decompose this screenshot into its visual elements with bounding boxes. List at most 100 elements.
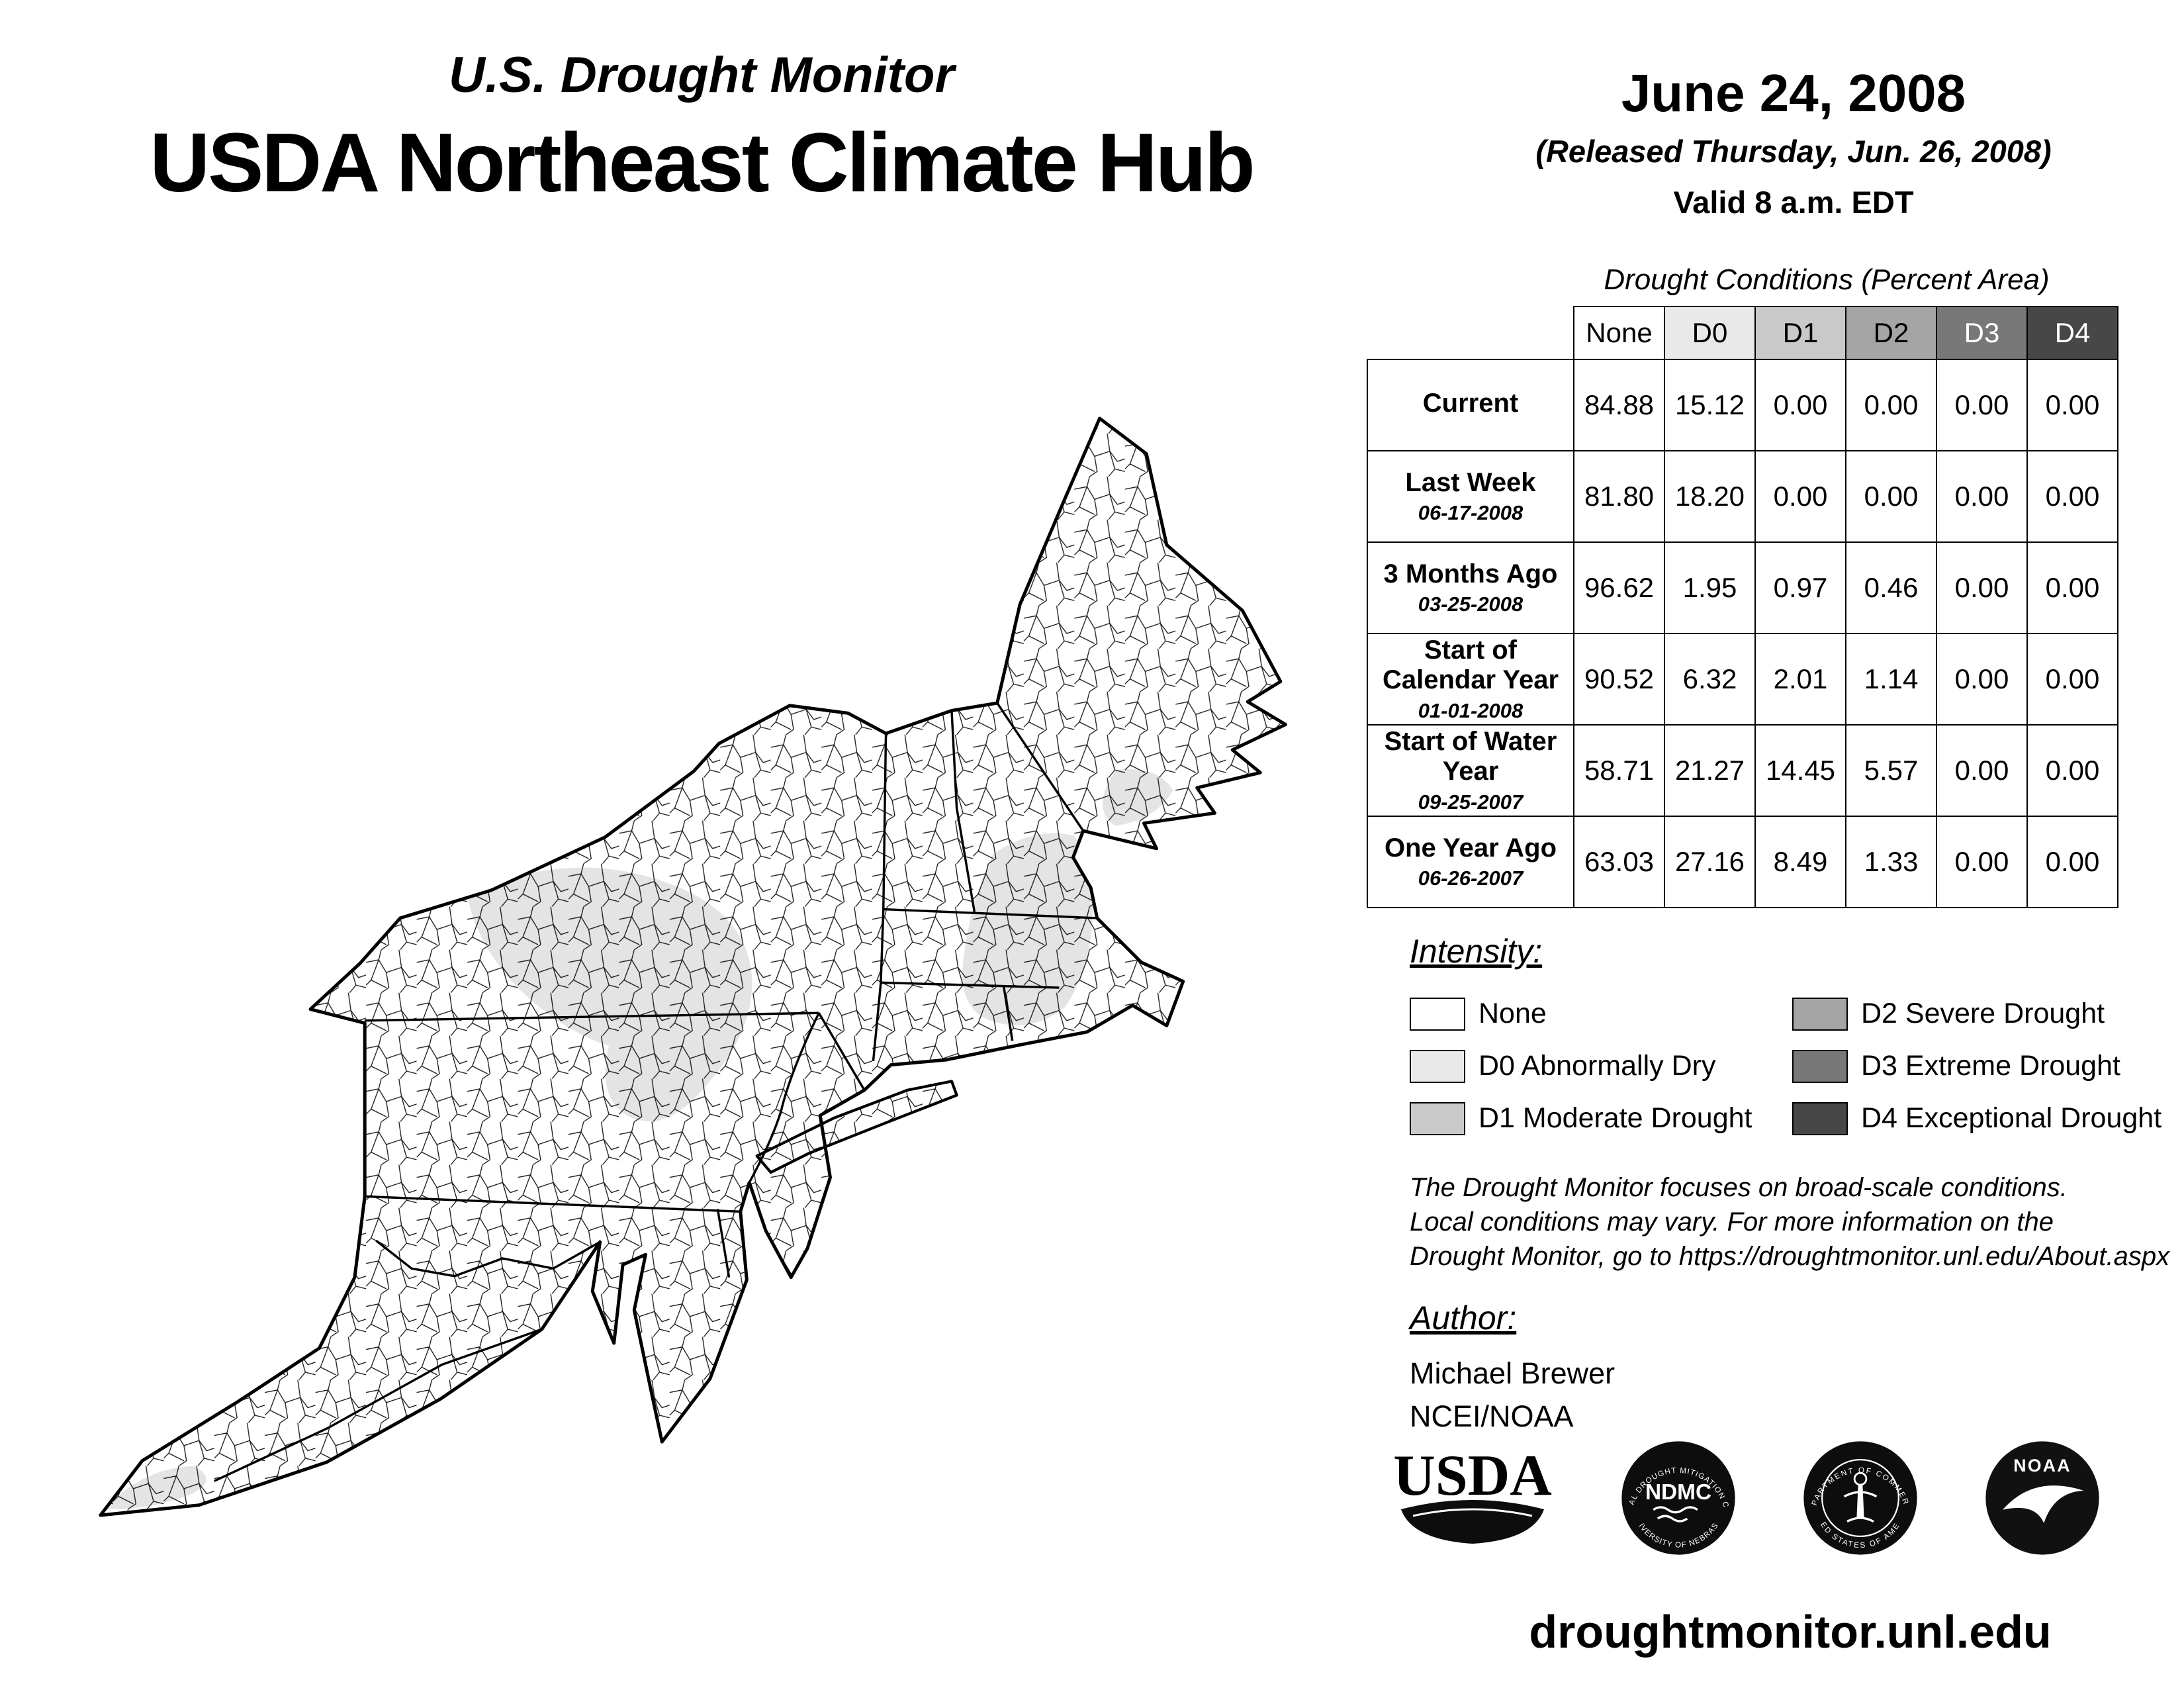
cell-value: 0.00: [1936, 633, 2028, 726]
table-row: 3 Months Ago 03-25-2008 96.62 1.95 0.97 …: [1367, 541, 2118, 634]
row-label-start-water-year: Start of Water Year 09-25-2007: [1367, 724, 1574, 817]
table-row: One Year Ago 06-26-2007 63.03 27.16 8.49…: [1367, 816, 2118, 908]
cell-value: 0.00: [1936, 816, 2028, 908]
intensity-legend: None D0 Abnormally Dry D1 Moderate Droug…: [1410, 988, 2184, 1145]
legend-swatch-d0: [1410, 1049, 1465, 1083]
intensity-heading: Intensity:: [1410, 933, 1543, 970]
doc-seal-logo: DEPARTMENT OF COMMERCE UNITED STATES OF …: [1803, 1441, 1917, 1555]
released-date: (Released Thursday, Jun. 26, 2008): [1535, 134, 2052, 169]
cell-value: 0.00: [2026, 724, 2118, 817]
cell-value: 0.00: [1845, 450, 1937, 543]
drought-monitor-url: droughtmonitor.unl.edu: [1529, 1606, 2052, 1658]
cell-value: 8.49: [1754, 816, 1846, 908]
cell-value: 0.00: [2026, 359, 2118, 451]
col-header-d3: D3: [1936, 306, 2028, 360]
legend-swatch-d4: [1792, 1102, 1848, 1135]
cell-value: 90.52: [1573, 633, 1665, 726]
cell-value: 0.00: [2026, 450, 2118, 543]
usda-logo: USDA: [1393, 1444, 1552, 1544]
cell-value: 27.16: [1664, 816, 1756, 908]
disclaimer-text: The Drought Monitor focuses on broad-sca…: [1410, 1173, 2170, 1271]
row-label-last-week: Last Week 06-17-2008: [1367, 450, 1574, 543]
cell-value: 96.62: [1573, 541, 1665, 634]
usdm-kicker: U.S. Drought Monitor: [448, 47, 955, 103]
col-header-d4: D4: [2026, 306, 2118, 360]
region-outline: [99, 416, 1287, 1517]
cell-value: 58.71: [1573, 724, 1665, 817]
cell-value: 0.00: [1754, 450, 1846, 543]
table-caption: Drought Conditions (Percent Area): [1604, 263, 2050, 296]
page-title: USDA Northeast Climate Hub: [150, 116, 1255, 209]
table-row: Start of Calendar Year 01-01-2008 90.52 …: [1367, 633, 2118, 726]
cell-value: 18.20: [1664, 450, 1756, 543]
noaa-gull-icon: [2002, 1485, 2084, 1523]
cell-value: 0.00: [2026, 816, 2118, 908]
ndmc-circle: [1621, 1441, 1735, 1555]
ndmc-wave-icon: [1653, 1506, 1698, 1514]
row-label-3-months-ago: 3 Months Ago 03-25-2008: [1367, 541, 1574, 634]
noaa-wordmark: NOAA: [2013, 1456, 2071, 1476]
cell-value: 1.14: [1845, 633, 1937, 726]
author-name: Michael Brewer: [1410, 1356, 1615, 1390]
row-label-start-calendar-year: Start of Calendar Year 01-01-2008: [1367, 633, 1574, 726]
drought-conditions-table: None D0 D1 D2 D3 D4 Current 84.88 15.12 …: [1367, 306, 2118, 908]
long-island-outline: [755, 1080, 958, 1174]
cell-value: 5.57: [1845, 724, 1937, 817]
cell-value: 81.80: [1573, 450, 1665, 543]
cell-value: 21.27: [1664, 724, 1756, 817]
cell-value: 0.97: [1754, 541, 1846, 634]
cell-value: 0.00: [2026, 633, 2118, 726]
map-date: June 24, 2008: [1621, 64, 1966, 122]
cell-value: 0.00: [1936, 541, 2028, 634]
doc-inner-ring: [1821, 1459, 1899, 1537]
author-block: Michael Brewer NCEI/NOAA: [1410, 1352, 1615, 1438]
legend-item-d3: D3 Extreme Drought: [1792, 1040, 2184, 1092]
table-corner-cell: [1367, 306, 1574, 359]
cell-value: 15.12: [1664, 359, 1756, 451]
table-row: Start of Water Year 09-25-2007 58.71 21.…: [1367, 724, 2118, 817]
table-row: Current 84.88 15.12 0.00 0.00 0.00 0.00: [1367, 359, 2118, 451]
legend-swatch-d2: [1792, 997, 1848, 1031]
table-header-row: None D0 D1 D2 D3 D4: [1367, 306, 2118, 360]
date-block: June 24, 2008 (Released Thursday, Jun. 2…: [1476, 63, 2111, 220]
cell-value: 6.32: [1664, 633, 1756, 726]
legend-item-d0: D0 Abnormally Dry: [1410, 1040, 1792, 1092]
col-header-d0: D0: [1664, 306, 1756, 360]
cell-value: 63.03: [1573, 816, 1665, 908]
cell-value: 0.00: [1845, 359, 1937, 451]
table-row: Last Week 06-17-2008 81.80 18.20 0.00 0.…: [1367, 450, 2118, 543]
cell-value: 0.00: [2026, 541, 2118, 634]
col-header-none: None: [1573, 306, 1665, 360]
cell-value: 1.95: [1664, 541, 1756, 634]
row-label-one-year-ago: One Year Ago 06-26-2007: [1367, 816, 1574, 908]
legend-swatch-d1: [1410, 1102, 1465, 1135]
legend-item-d4: D4 Exceptional Drought: [1792, 1092, 2184, 1145]
cell-value: 14.45: [1754, 724, 1846, 817]
legend-item-d2: D2 Severe Drought: [1792, 988, 2184, 1040]
row-label-current: Current: [1367, 359, 1574, 451]
noaa-logo: NOAA: [1985, 1441, 2099, 1555]
legend-item-d1: D1 Moderate Drought: [1410, 1092, 1792, 1145]
state-boundaries: [214, 702, 1097, 1482]
usda-swoosh-line: [1412, 1508, 1533, 1517]
cell-value: 0.00: [1754, 359, 1846, 451]
author-org: NCEI/NOAA: [1410, 1399, 1574, 1434]
ndmc-logo: NATIONAL DROUGHT MITIGATION CENTER UNIVE…: [1621, 1441, 1735, 1555]
cell-value: 1.33: [1845, 816, 1937, 908]
cell-value: 0.00: [1936, 359, 2028, 451]
col-header-d1: D1: [1754, 306, 1846, 360]
legend-item-none: None: [1410, 988, 1792, 1040]
usda-wordmark: USDA: [1393, 1444, 1552, 1508]
valid-time: Valid 8 a.m. EDT: [1673, 185, 1914, 220]
northeast-drought-map: [99, 416, 1287, 1517]
cell-value: 0.46: [1845, 541, 1937, 634]
cell-value: 0.00: [1936, 724, 2028, 817]
author-heading: Author:: [1410, 1299, 1517, 1336]
cell-value: 0.00: [1936, 450, 2028, 543]
legend-swatch-d3: [1792, 1049, 1848, 1083]
ndmc-wave-icon: [1657, 1515, 1688, 1523]
cell-value: 84.88: [1573, 359, 1665, 451]
agency-logos: USDA NATIONAL DROUGHT MITIGATION CENTER …: [1390, 1435, 2101, 1561]
ndmc-wordmark: NDMC: [1645, 1480, 1711, 1505]
doc-emblem-icon: [1843, 1472, 1878, 1523]
